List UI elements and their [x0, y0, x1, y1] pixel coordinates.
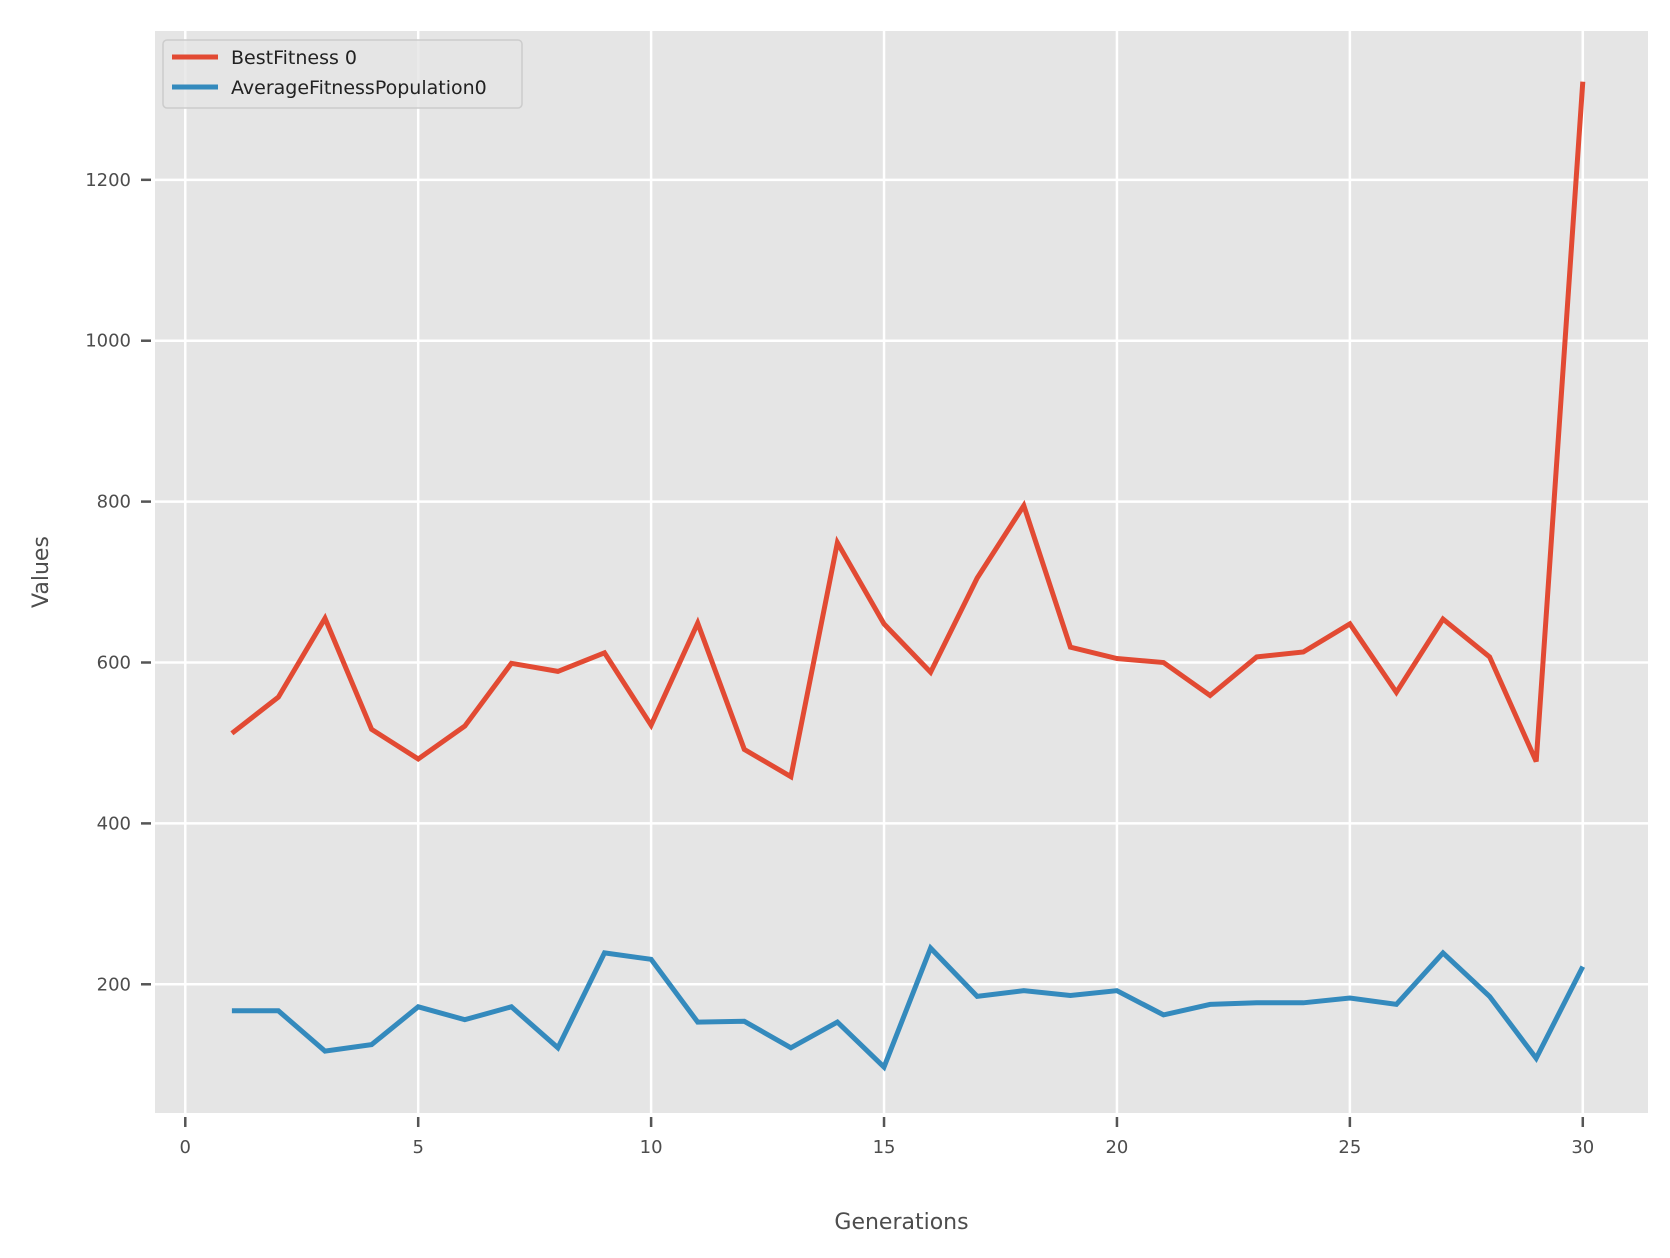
series-line-average-fitness: [231, 943, 1586, 1072]
series-layer: [230, 81, 1586, 1072]
x-axis-label: Generations: [834, 1210, 968, 1235]
legend-label-best-fitness: BestFitness 0: [231, 47, 357, 69]
legend-label-average-fitness: AverageFitnessPopulation0: [231, 77, 487, 99]
x-tick-label: 15: [873, 1137, 896, 1158]
y-tick-label: 200: [97, 974, 131, 995]
grid-lines: [155, 31, 1648, 1113]
y-tick-label: 600: [97, 653, 131, 674]
x-tick-label: 20: [1105, 1137, 1128, 1158]
x-tick-label: 10: [640, 1137, 663, 1158]
y-tick-label: 800: [97, 492, 131, 513]
y-tick-label: 1000: [85, 331, 131, 352]
axis-ticks: 0 5 10 15 20 25 30 200 400 600 800 1000 1200: [85, 170, 1594, 1158]
series-line-best-fitness: [230, 81, 1586, 781]
x-tick-label: 30: [1571, 1137, 1594, 1158]
x-tick-label: 25: [1338, 1137, 1361, 1158]
y-tick-label: 400: [97, 813, 131, 834]
legend: BestFitness 0 AverageFitnessPopulation0: [162, 39, 523, 109]
y-tick-label: 1200: [85, 170, 131, 191]
y-axis-label: Values: [29, 536, 54, 608]
x-tick-label: 0: [180, 1137, 191, 1158]
legend-box: [162, 39, 523, 109]
x-tick-label: 5: [412, 1137, 423, 1158]
plot-background: [155, 31, 1648, 1113]
